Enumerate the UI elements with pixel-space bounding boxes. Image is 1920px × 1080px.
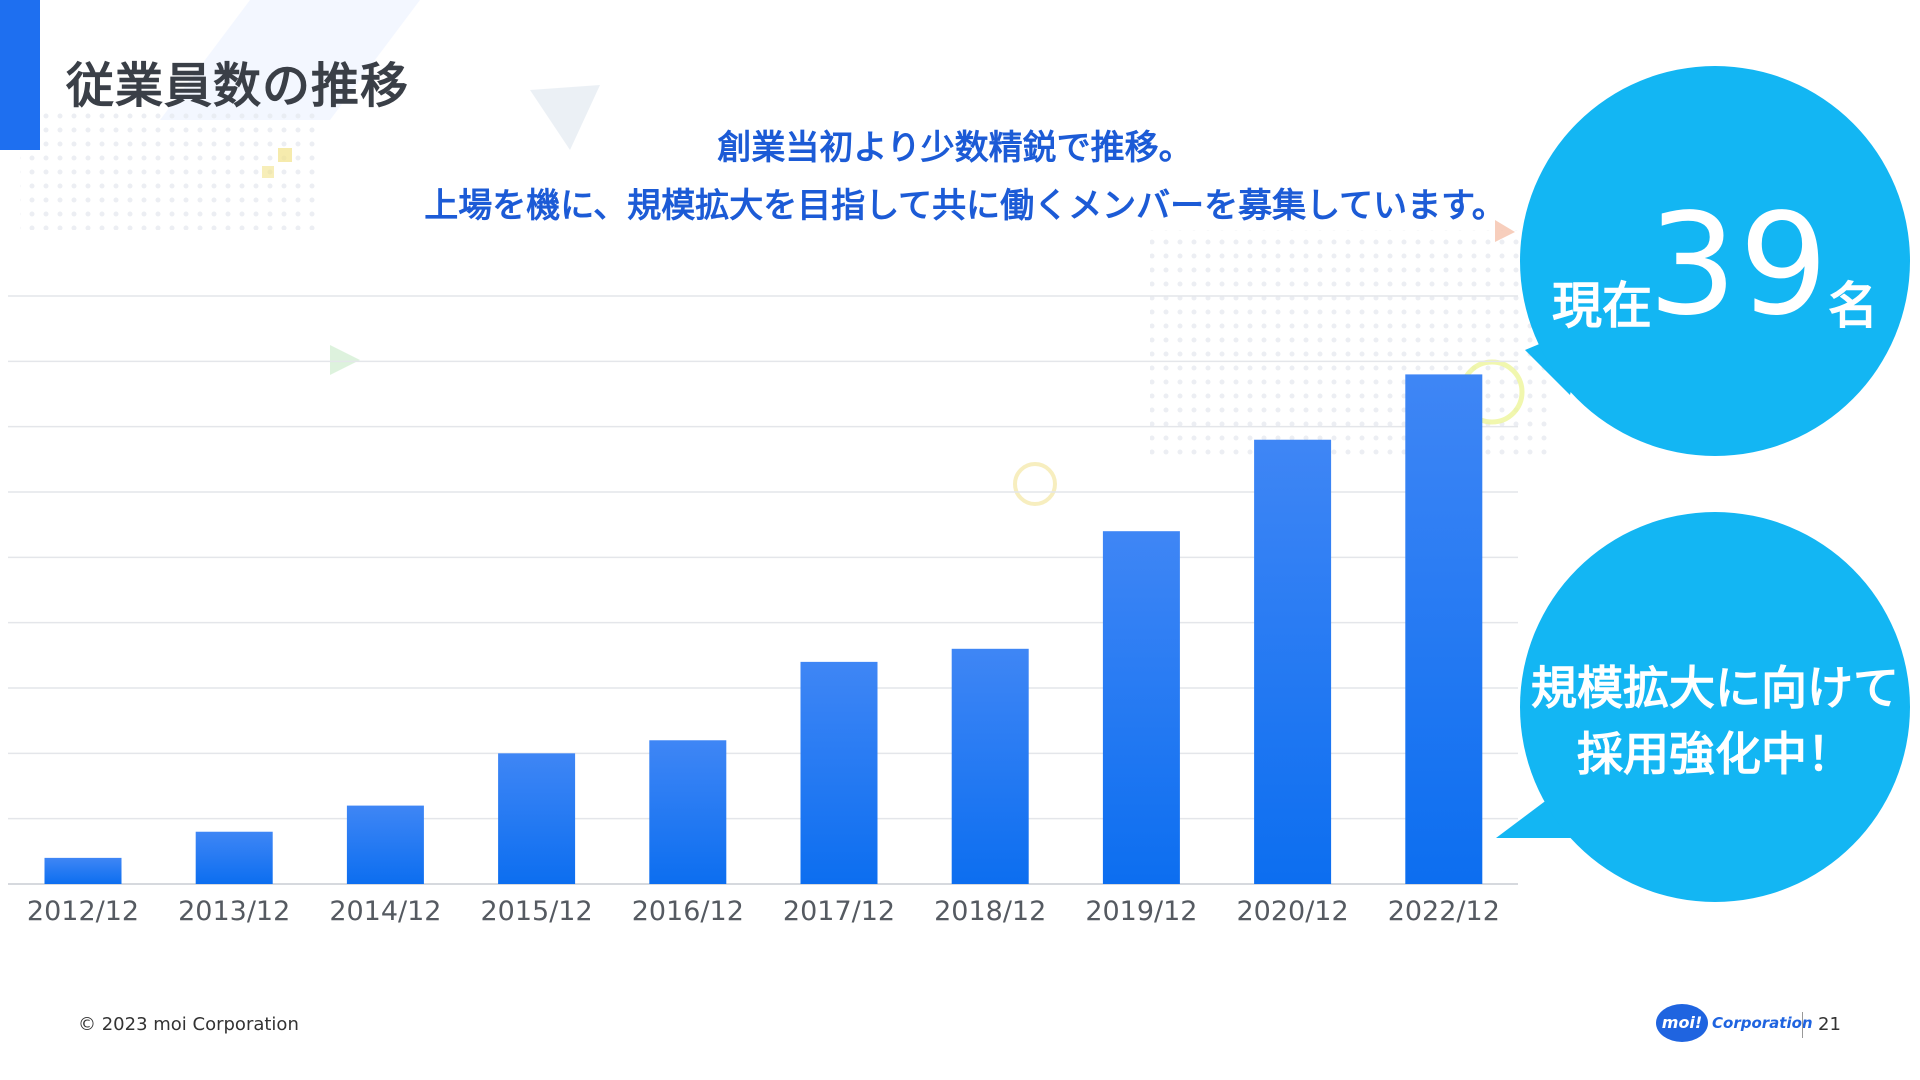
- moi-logo: moi!: [1656, 1004, 1708, 1042]
- x-tick-label: 2017/12: [783, 896, 895, 927]
- x-tick-label: 2022/12: [1388, 896, 1500, 927]
- bar-2015-12: [498, 753, 576, 884]
- bar-2014-12: [346, 805, 424, 884]
- recruiting-line-1: 規模拡大に向けて: [1531, 661, 1899, 715]
- bar-2016-12: [649, 740, 727, 884]
- footer-copyright: © 2023 moi Corporation: [78, 1014, 299, 1035]
- x-tick-label: 2020/12: [1237, 896, 1349, 927]
- x-tick-label: 2016/12: [632, 896, 744, 927]
- x-tick-label: 2012/12: [27, 896, 139, 927]
- headcount-callout: 現在 39 名: [1520, 66, 1910, 456]
- headline-line-2: 上場を機に、規模拡大を目指して共に働くメンバーを募集しています。: [424, 186, 1506, 226]
- page-title: 従業員数の推移: [66, 58, 410, 114]
- headcount-prefix: 現在: [1552, 277, 1652, 335]
- footer-brand: Corporation: [1712, 1014, 1813, 1032]
- bar-2019-12: [1102, 531, 1180, 884]
- footer-separator: [1802, 1012, 1803, 1038]
- x-tick-label: 2014/12: [329, 896, 441, 927]
- title-accent-bar: [0, 0, 40, 150]
- headcount-suffix: 名: [1828, 277, 1878, 335]
- headline-line-1: 創業当初より少数精鋭で推移。: [717, 128, 1193, 168]
- page-number: 21: [1818, 1014, 1841, 1035]
- bar-2020-12: [1254, 439, 1332, 884]
- bar-2018-12: [951, 648, 1029, 884]
- recruiting-callout: 規模拡大に向けて 採用強化中！: [1520, 512, 1910, 902]
- bar-2017-12: [800, 661, 878, 884]
- bar-2022-12: [1405, 374, 1483, 884]
- x-tick-label: 2013/12: [178, 896, 290, 927]
- x-tick-label: 2015/12: [481, 896, 593, 927]
- recruiting-line-2: 採用強化中！: [1577, 727, 1853, 781]
- headcount-number: 39: [1648, 184, 1831, 347]
- bar-2013-12: [195, 831, 273, 884]
- bar-2012-12: [44, 857, 122, 884]
- x-tick-label: 2018/12: [934, 896, 1046, 927]
- x-tick-label: 2019/12: [1085, 896, 1197, 927]
